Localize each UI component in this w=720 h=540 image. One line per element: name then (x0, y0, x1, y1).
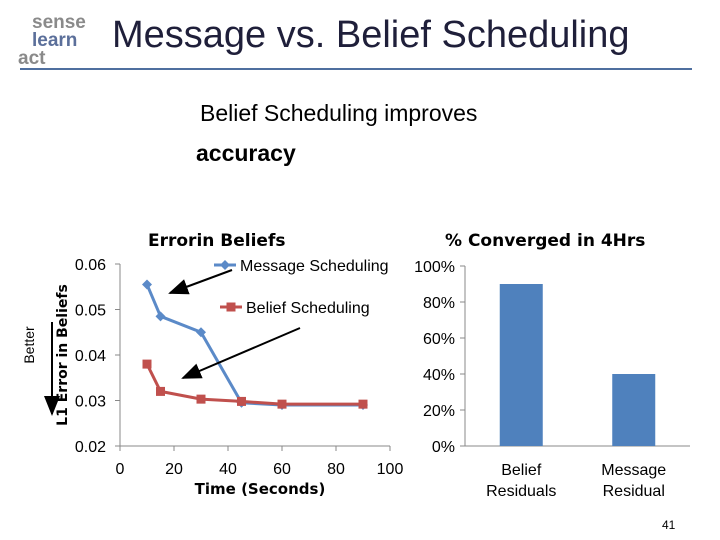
annotation-arrow-upper (168, 269, 233, 295)
bar-y-tick-label: 40% (423, 367, 455, 384)
y-tick-label: 0.06 (75, 257, 106, 274)
data-point-square (358, 399, 368, 409)
bar-chart: % Converged in 4Hrs 100% 80% 60% 40% 20% 0% B… (414, 231, 690, 500)
legend-marker (220, 260, 230, 270)
data-point-square (237, 396, 246, 406)
data-point-square (142, 359, 152, 369)
bar-chart-title: % Converged in 4Hrs (445, 231, 645, 251)
bar-y-tick-label: 60% (423, 331, 455, 348)
x-tick-label: 60 (273, 461, 291, 478)
annotation-arrow-lower (181, 327, 301, 379)
bar-category-label: Residuals (486, 483, 556, 500)
bar-y-tick-label: 100% (414, 259, 455, 276)
data-point-square (277, 399, 287, 409)
y-tick-label: 0.04 (75, 348, 106, 365)
bar-y-tick-label: 0% (432, 439, 455, 456)
bar-category-label: Message (601, 462, 666, 479)
data-point-square (156, 386, 165, 396)
data-point-diamond (142, 279, 152, 290)
y-tick-label: 0.05 (75, 303, 106, 320)
bar (612, 374, 656, 446)
legend-label: Message Scheduling (240, 258, 389, 275)
x-tick-label: 80 (327, 461, 345, 478)
bar-category-label: Residual (603, 483, 665, 500)
x-axis-label: Time (Seconds) (195, 480, 326, 498)
better-label: Better (21, 326, 37, 364)
x-tick-label: 20 (165, 461, 183, 478)
data-point-square (196, 394, 206, 404)
bar-y-tick-label: 20% (423, 403, 455, 420)
series-line-belief-scheduling (145, 363, 363, 406)
x-tick-label: 100 (377, 461, 404, 478)
data-point-diamond (155, 311, 166, 322)
title-divider (20, 68, 692, 70)
logo-word-learn: learn (32, 30, 77, 51)
bar-category-label: Belief (501, 462, 542, 479)
x-tick-label: 0 (116, 461, 125, 478)
bar (499, 284, 543, 446)
line-chart: Errorin Beliefs L1 Error in Beliefs 0.06… (55, 231, 403, 498)
legend-label: Belief Scheduling (246, 300, 370, 317)
logo-word-act: act (18, 48, 46, 69)
legend-marker (226, 302, 236, 312)
data-point-diamond (196, 327, 206, 338)
logo-word-sense: sense (32, 12, 86, 33)
subtitle-line-1: Belief Scheduling improves (200, 100, 478, 126)
bar-y-tick-label: 80% (423, 295, 455, 312)
line-chart-title: Errorin Beliefs (148, 231, 285, 251)
y-axis-label: L1 Error in Beliefs (55, 284, 71, 426)
y-tick-label: 0.02 (75, 439, 106, 456)
sense-learn-act-logo: sense learn act (18, 12, 86, 69)
page-number: 41 (662, 518, 676, 532)
y-tick-label: 0.03 (75, 394, 106, 411)
slide-title: Message vs. Belief Scheduling (112, 14, 630, 56)
subtitle-line-2: accuracy (196, 140, 296, 166)
x-tick-label: 40 (219, 461, 237, 478)
